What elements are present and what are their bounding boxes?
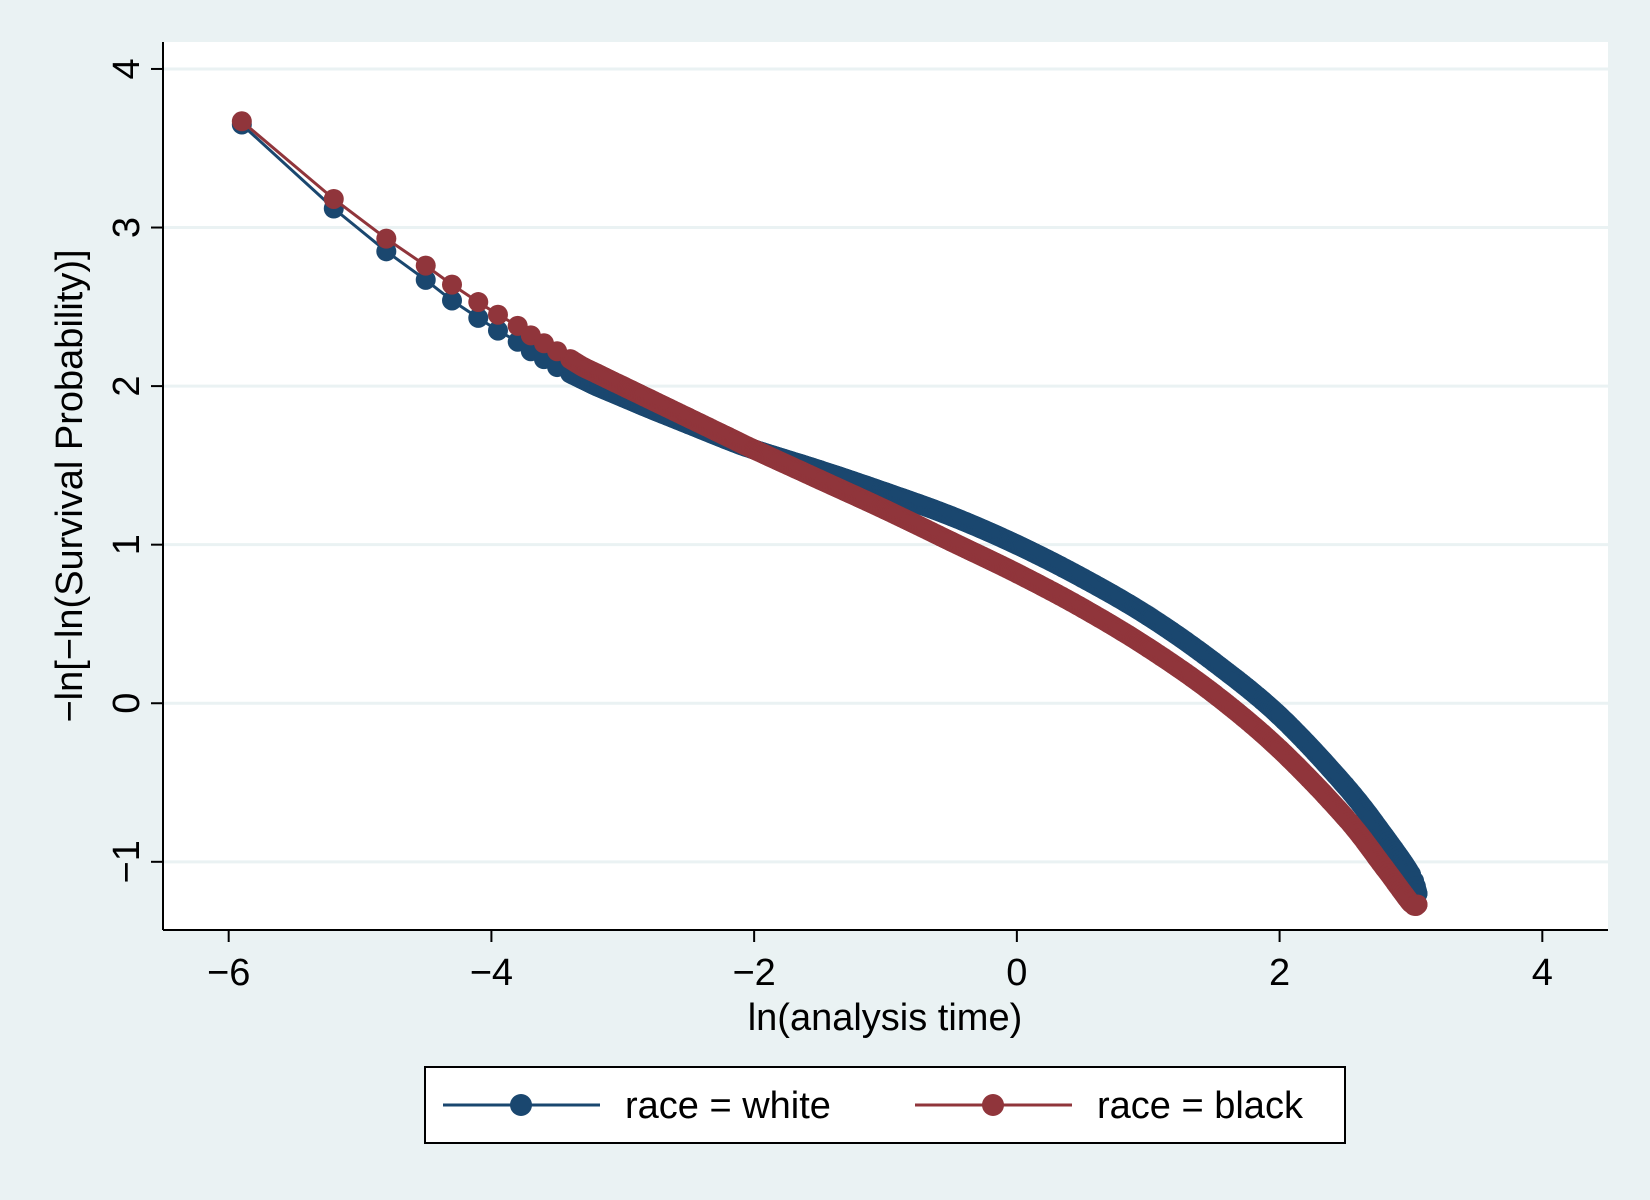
- y-tick-label: 1: [106, 534, 148, 555]
- legend-label: race = white: [625, 1085, 831, 1127]
- data-point: [468, 292, 489, 313]
- legend-swatch-marker: [510, 1094, 532, 1116]
- y-ticks: −1 0 1 2 3 4: [106, 58, 163, 883]
- y-tick-label: 4: [106, 58, 148, 79]
- x-ticks: −6 −4 −2 0 2 4: [207, 930, 1553, 994]
- x-tick-label: −4: [470, 952, 513, 994]
- x-tick-label: 2: [1269, 952, 1290, 994]
- y-tick-label: 3: [106, 217, 148, 238]
- data-point: [415, 269, 436, 290]
- legend-label: race = black: [1097, 1085, 1304, 1127]
- x-axis-title: ln(analysis time): [748, 997, 1023, 1039]
- x-tick-label: −6: [207, 952, 250, 994]
- y-tick-label: 2: [106, 376, 148, 397]
- y-tick-label: 0: [106, 693, 148, 714]
- data-point: [231, 111, 252, 132]
- axes: [162, 42, 1608, 931]
- series-black: [231, 111, 1428, 916]
- data-point: [487, 320, 508, 341]
- series-layer: [231, 111, 1428, 916]
- gridlines: [163, 67, 1608, 864]
- data-point: [442, 274, 462, 295]
- data-point: [442, 290, 462, 311]
- y-axis-title: −ln[−ln(Survival Probability)]: [49, 249, 91, 722]
- data-point: [1407, 894, 1428, 915]
- x-tick-label: 0: [1006, 952, 1027, 994]
- data-point: [468, 307, 489, 328]
- data-point: [323, 188, 344, 209]
- legend-items: race = white race = black: [443, 1085, 1304, 1127]
- data-point: [487, 304, 508, 325]
- legend-swatch-marker: [982, 1094, 1004, 1116]
- data-point: [376, 228, 397, 249]
- x-tick-label: −2: [732, 952, 775, 994]
- x-tick-label: 4: [1532, 952, 1553, 994]
- y-tick-label: −1: [106, 840, 148, 883]
- legend: race = white race = black: [424, 1066, 1346, 1144]
- data-point: [415, 255, 436, 276]
